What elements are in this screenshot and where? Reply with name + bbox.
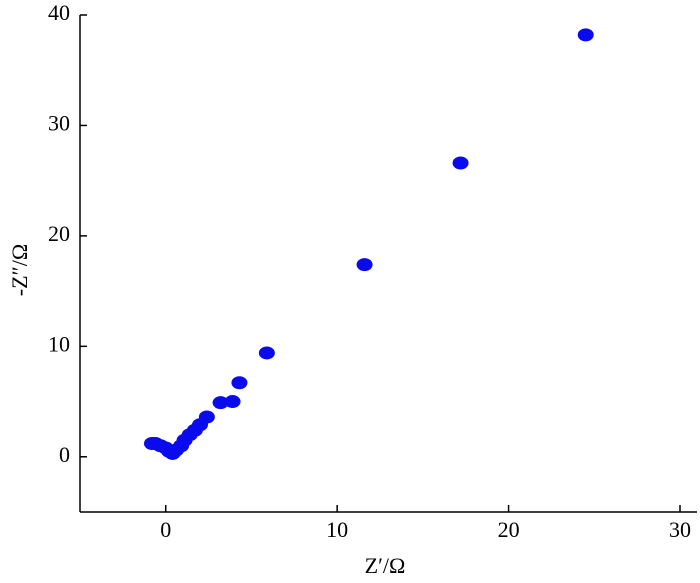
x-tick-label: 30: [669, 517, 691, 542]
point: [356, 258, 373, 272]
point: [577, 28, 594, 42]
y-axis-label: -Z″/Ω: [7, 244, 32, 296]
point: [258, 346, 275, 360]
y-tick-label: 0: [59, 442, 70, 467]
point: [212, 396, 229, 410]
y-tick-label: 20: [48, 221, 70, 246]
point: [224, 395, 241, 409]
x-tick-label: 10: [326, 517, 348, 542]
y-tick-label: 30: [48, 110, 70, 135]
point: [231, 376, 248, 390]
x-tick-label: 20: [498, 517, 520, 542]
point: [144, 437, 160, 451]
point: [452, 156, 469, 170]
y-tick-label: 40: [48, 0, 70, 25]
x-tick-label: 0: [160, 517, 171, 542]
y-tick-label: 10: [48, 331, 70, 356]
x-axis-label: Z′/Ω: [365, 553, 406, 578]
